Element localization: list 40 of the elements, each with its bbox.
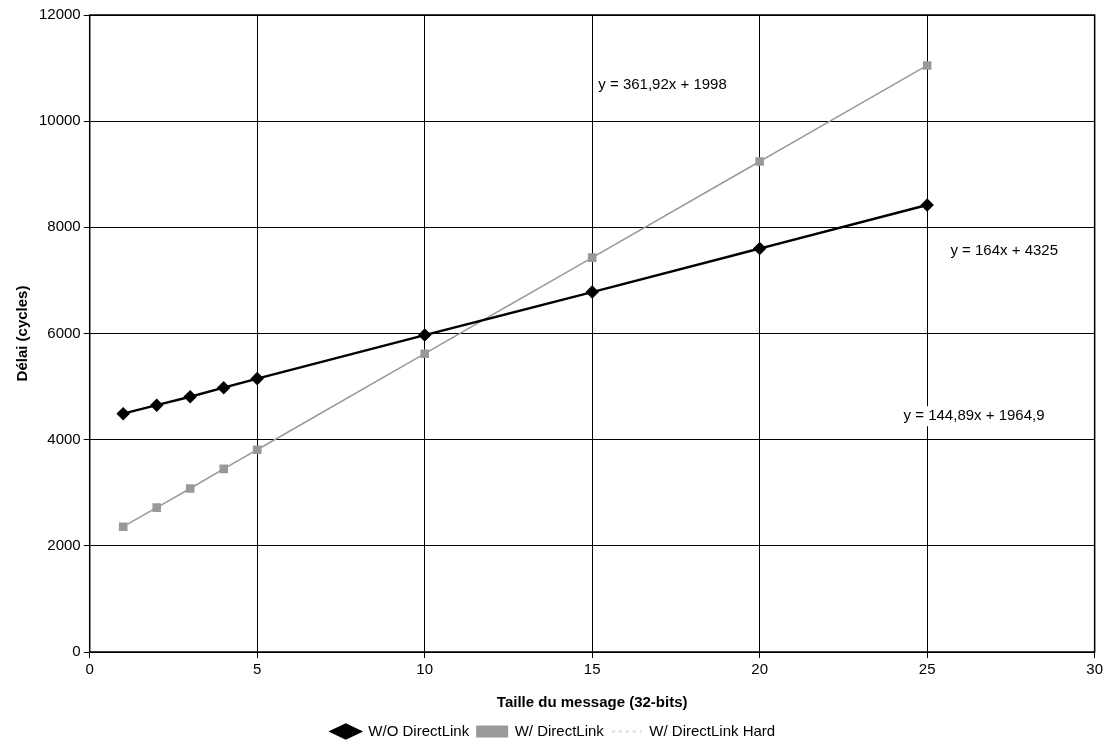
point (420, 349, 429, 358)
x-tick-label: 15 (583, 660, 601, 678)
y-tick-label: 4000 (47, 429, 81, 447)
point (755, 157, 764, 166)
x-tick-label: 25 (918, 660, 936, 678)
annotation: y = 144,89x + 1964,9 (903, 406, 1045, 424)
point (252, 445, 262, 455)
x-tick-label: 0 (85, 660, 94, 678)
legend-label: W/ DirectLink Hard (649, 721, 776, 739)
y-tick-label: 6000 (47, 323, 81, 341)
point (219, 464, 228, 474)
point (183, 390, 197, 403)
x-tick-label: 10 (416, 660, 434, 678)
point (753, 242, 766, 255)
point (587, 253, 597, 262)
point (217, 381, 230, 394)
point (185, 484, 195, 493)
y-tick-label: 2000 (47, 535, 81, 553)
point (152, 503, 161, 512)
point (922, 61, 932, 70)
legend-label: W/O DirectLink (368, 721, 470, 739)
x-axis-title: Taille du message (32-bits) (496, 693, 688, 711)
x-tick-label: 20 (751, 660, 769, 678)
y-tick-label: 8000 (47, 217, 81, 235)
legend-label: W/ DirectLink (514, 721, 605, 739)
point (118, 522, 128, 532)
y-tick-label: 12000 (38, 5, 81, 23)
y-tick-label: 10000 (38, 111, 81, 129)
annotation: y = 164x + 4325 (950, 240, 1059, 258)
annotation: y = 361,92x + 1998 (598, 75, 727, 93)
point (920, 198, 934, 212)
point (116, 407, 130, 420)
y-tick-label: 0 (72, 642, 81, 660)
x-tick-label: 5 (253, 660, 262, 678)
point (150, 398, 163, 412)
y-axis-title: Délai (cycles) (13, 285, 31, 382)
point (418, 328, 431, 342)
point (585, 285, 599, 299)
x-tick-label: 30 (1086, 660, 1103, 678)
point (250, 372, 264, 385)
